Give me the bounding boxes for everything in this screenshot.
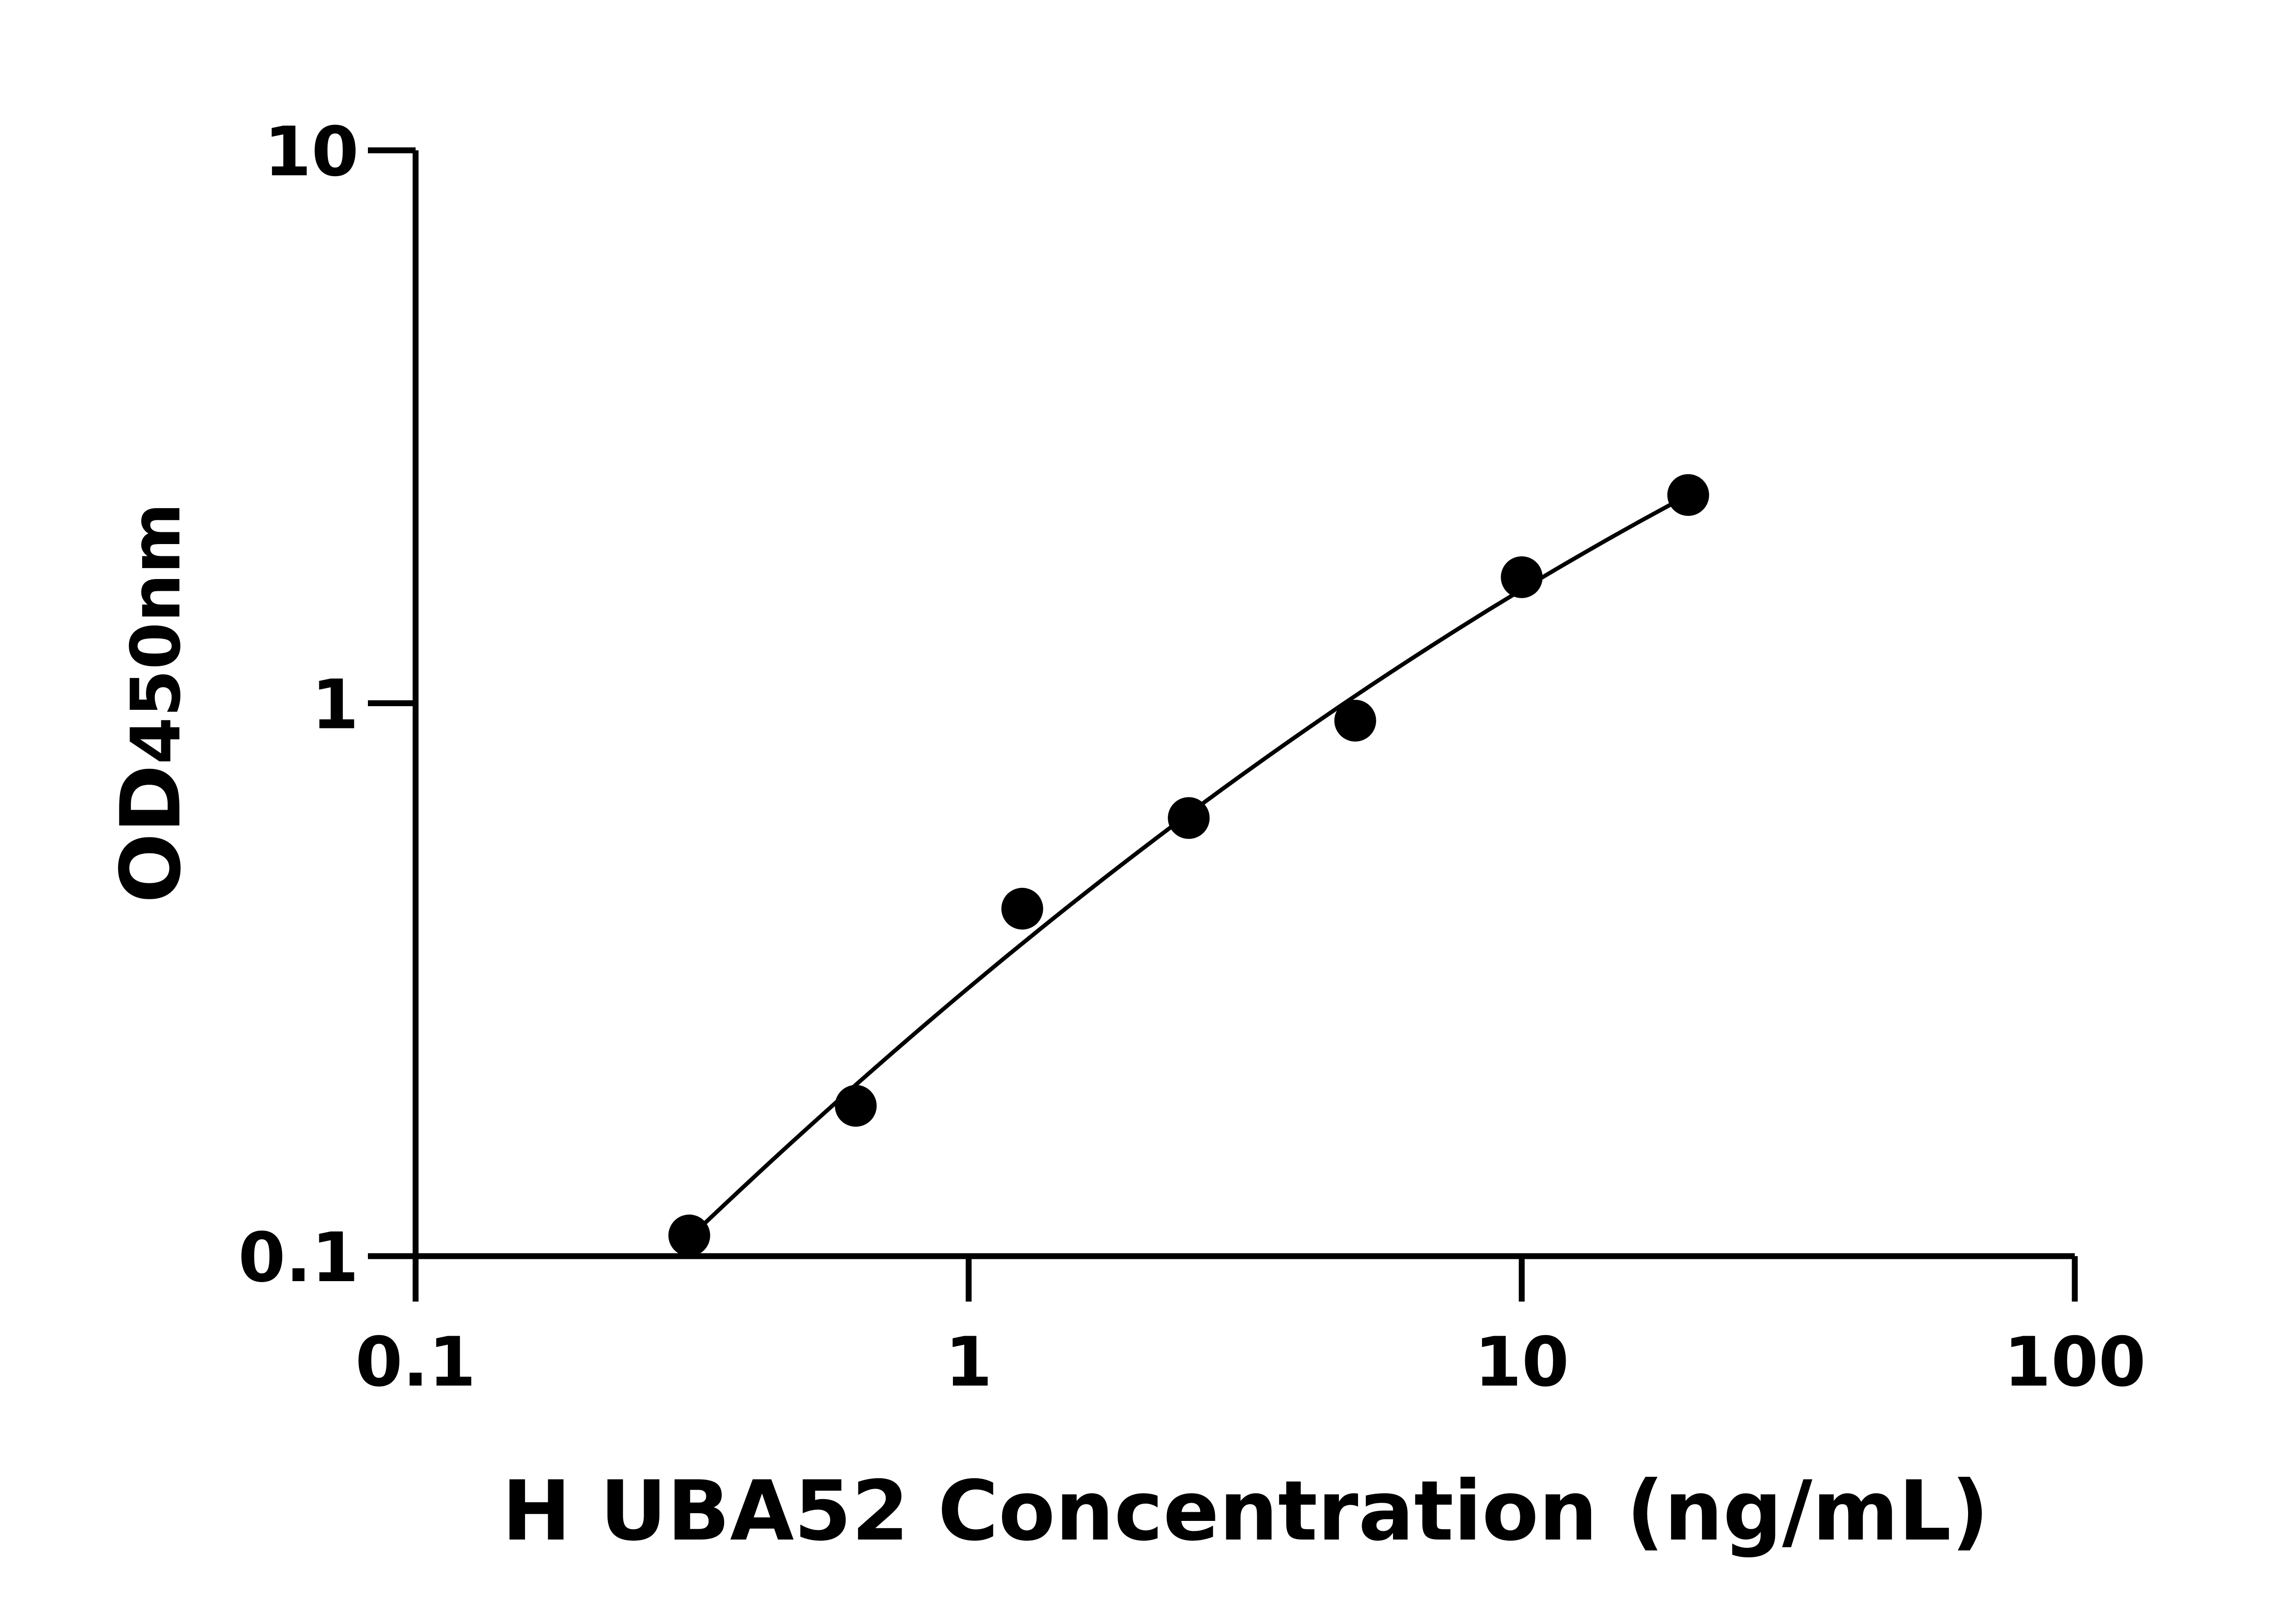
axes — [412, 150, 2075, 1259]
y-tick-label: 10 — [264, 113, 359, 192]
data-point — [1501, 556, 1543, 599]
ticks: 0.1 1 10 100 0.1 1 10 — [238, 113, 2146, 1402]
data-point — [1667, 474, 1709, 516]
y-tick-label: 1 — [312, 666, 359, 745]
data-point — [835, 1085, 877, 1127]
y-tick-label: 0.1 — [238, 1218, 359, 1297]
x-tick-label: 100 — [2003, 1323, 2146, 1402]
y-axis-title: OD450nm — [103, 503, 199, 903]
data-point — [1168, 797, 1210, 839]
data-points — [668, 474, 1709, 1257]
x-tick-label: 1 — [945, 1323, 992, 1402]
y-axis-title-main: OD — [103, 764, 199, 903]
x-tick-label: 10 — [1474, 1323, 1569, 1402]
data-point — [1334, 699, 1376, 742]
x-axis-title: H UBA52 Concentration (ng/mL) — [502, 1463, 1989, 1559]
data-point — [1001, 887, 1043, 930]
fit-curve — [688, 493, 1690, 1240]
data-point — [668, 1214, 710, 1257]
y-axis-title-sub: 450nm — [117, 503, 196, 764]
x-tick-label: 0.1 — [355, 1323, 476, 1402]
